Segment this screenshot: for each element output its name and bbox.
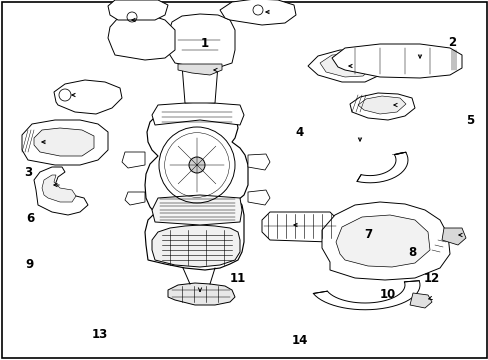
Polygon shape xyxy=(108,14,175,60)
Text: 9: 9 xyxy=(26,258,34,271)
Polygon shape xyxy=(335,215,429,267)
Text: 14: 14 xyxy=(291,333,307,346)
Polygon shape xyxy=(313,281,419,310)
Text: 5: 5 xyxy=(465,113,473,126)
Polygon shape xyxy=(319,54,371,77)
Polygon shape xyxy=(247,190,269,205)
Polygon shape xyxy=(34,128,94,156)
Polygon shape xyxy=(441,228,465,245)
Polygon shape xyxy=(349,93,414,120)
Polygon shape xyxy=(168,14,235,67)
Polygon shape xyxy=(168,283,235,305)
Polygon shape xyxy=(54,80,122,114)
Polygon shape xyxy=(357,96,405,114)
Polygon shape xyxy=(182,65,218,103)
Text: 3: 3 xyxy=(24,166,32,179)
Text: 8: 8 xyxy=(407,246,415,258)
Polygon shape xyxy=(22,120,108,165)
Polygon shape xyxy=(152,102,244,125)
Circle shape xyxy=(189,157,204,173)
Text: 7: 7 xyxy=(363,229,371,242)
Text: 12: 12 xyxy=(423,271,439,284)
Polygon shape xyxy=(122,152,145,168)
Polygon shape xyxy=(125,192,145,205)
Text: 11: 11 xyxy=(229,271,245,284)
Polygon shape xyxy=(34,167,88,215)
Polygon shape xyxy=(152,225,240,267)
Polygon shape xyxy=(108,0,168,20)
Text: 6: 6 xyxy=(26,212,34,225)
Polygon shape xyxy=(262,212,337,242)
Polygon shape xyxy=(152,195,242,225)
Polygon shape xyxy=(220,0,295,25)
Polygon shape xyxy=(331,44,461,78)
Polygon shape xyxy=(356,152,407,183)
Polygon shape xyxy=(321,202,449,280)
Polygon shape xyxy=(178,64,222,75)
Text: 13: 13 xyxy=(92,328,108,342)
Text: 2: 2 xyxy=(447,36,455,49)
Polygon shape xyxy=(247,154,269,170)
Polygon shape xyxy=(307,50,385,82)
Text: 10: 10 xyxy=(379,288,395,302)
Polygon shape xyxy=(145,103,247,270)
Polygon shape xyxy=(409,293,431,308)
Text: 4: 4 xyxy=(295,126,304,139)
Polygon shape xyxy=(42,175,76,202)
Text: 1: 1 xyxy=(201,36,209,50)
